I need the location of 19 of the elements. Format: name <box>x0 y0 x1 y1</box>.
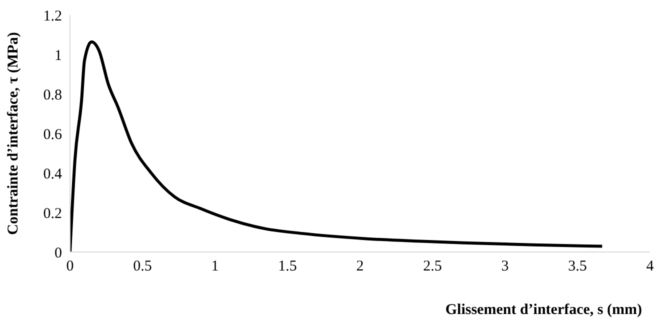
x-tick-label: 0.5 <box>133 258 152 275</box>
line-series <box>70 40 604 252</box>
y-tick-label: 0.8 <box>43 87 62 104</box>
x-tick-label: 3.5 <box>568 258 587 275</box>
x-tick-label: 0 <box>66 258 74 275</box>
y-axis-title: Contrainte d’interface, τ (MPa) <box>5 32 22 235</box>
x-tick-label: 1.5 <box>278 258 297 275</box>
x-tick-label: 3 <box>501 258 509 275</box>
x-tick-label: 4 <box>646 258 654 275</box>
x-tick-label: 2 <box>356 258 364 275</box>
y-tick-label: 0.2 <box>43 206 62 222</box>
x-tick-label: 1 <box>211 258 219 275</box>
y-tick-label: 1 <box>54 48 62 64</box>
x-tick-label: 2.5 <box>423 258 442 275</box>
y-tick-label: 0.4 <box>43 166 62 182</box>
y-tick-label: 1.2 <box>43 8 62 24</box>
x-axis-title: Glissement d’interface, s (mm) <box>445 302 642 318</box>
y-tick-label: 0.6 <box>43 126 62 143</box>
y-tick-label: 0 <box>54 245 62 262</box>
